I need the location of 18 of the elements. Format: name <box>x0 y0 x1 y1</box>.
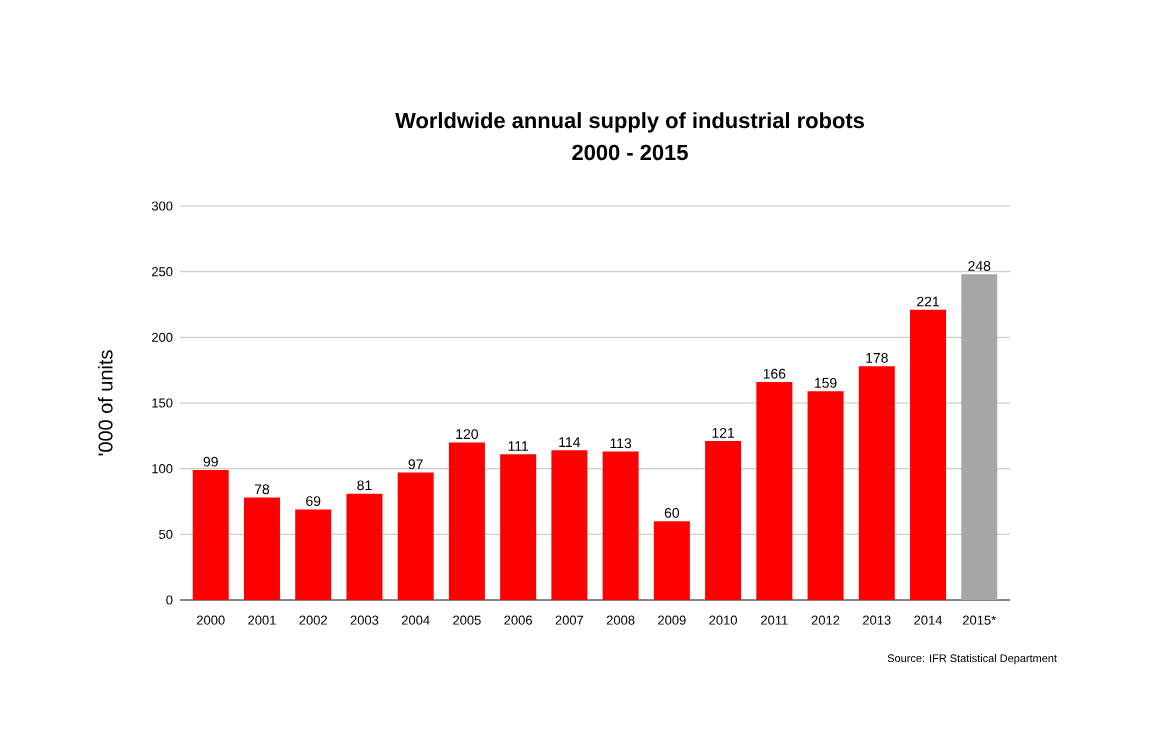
bar <box>397 472 434 601</box>
bar <box>653 521 690 601</box>
bar <box>807 391 844 601</box>
bar <box>705 441 742 601</box>
bar <box>602 451 639 601</box>
bar <box>295 509 332 601</box>
bar <box>858 366 895 601</box>
bar <box>756 381 793 601</box>
chart-subtitle: 2000 - 2015 <box>572 144 688 161</box>
bar <box>910 309 947 601</box>
bar <box>448 442 485 601</box>
y-axis-title: '000 of units <box>97 350 113 456</box>
chart-title: Worldwide annual supply of industrial robots <box>395 112 864 133</box>
bar <box>192 469 229 601</box>
bar <box>243 497 280 601</box>
bar <box>500 454 537 601</box>
bar <box>346 493 383 601</box>
bar <box>551 450 588 601</box>
